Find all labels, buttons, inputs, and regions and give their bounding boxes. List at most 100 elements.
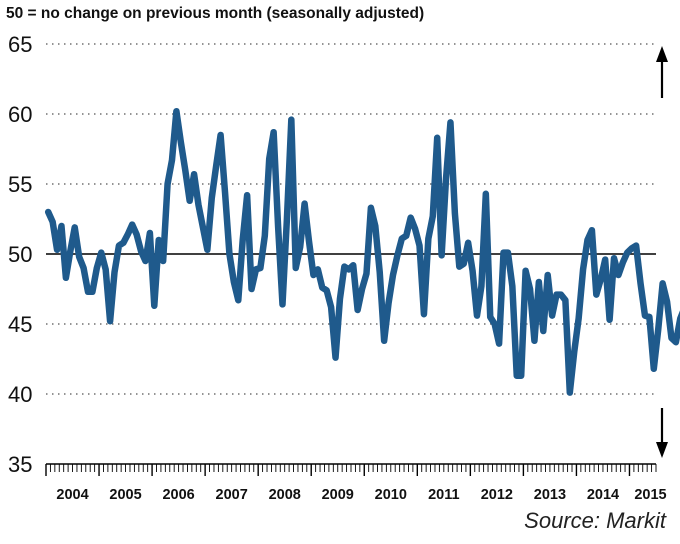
data-point [356, 309, 359, 312]
x-tick-label: 2006 [162, 487, 194, 503]
data-point [170, 159, 173, 162]
y-tick-label: 65 [8, 32, 32, 57]
y-tick-label: 35 [8, 452, 32, 477]
x-tick-label: 2005 [109, 487, 141, 503]
chart-title: 50 = no change on previous month (season… [6, 5, 425, 22]
data-point [471, 269, 474, 272]
data-point [73, 226, 76, 229]
data-point [431, 215, 434, 218]
data-point [299, 246, 302, 249]
data-point [630, 247, 633, 250]
data-point [480, 285, 483, 288]
data-point [206, 248, 209, 251]
data-point [334, 356, 337, 359]
data-point [254, 268, 257, 271]
data-point [237, 299, 240, 302]
data-point [100, 251, 103, 254]
series-line [44, 107, 680, 396]
data-point [599, 278, 602, 281]
data-point [414, 227, 417, 230]
data-point [259, 267, 262, 270]
data-point [365, 272, 368, 275]
data-point [197, 204, 200, 207]
down-arrow-icon [656, 408, 668, 458]
data-point [374, 225, 377, 228]
data-point [652, 367, 655, 370]
data-point [78, 255, 81, 258]
data-point [60, 225, 63, 228]
data-point [140, 250, 143, 253]
data-point [308, 240, 311, 243]
data-point [250, 288, 253, 291]
data-point [338, 297, 341, 300]
data-point [400, 237, 403, 240]
y-tick-label: 40 [8, 382, 32, 407]
data-point [179, 141, 182, 144]
data-point [343, 265, 346, 268]
x-tick-label: 2012 [481, 487, 513, 503]
data-point [511, 285, 514, 288]
data-point [626, 251, 629, 254]
y-tick-label: 50 [8, 242, 32, 267]
data-point [378, 271, 381, 274]
up-arrow-icon [656, 46, 668, 98]
data-point [162, 260, 165, 263]
data-point [604, 258, 607, 261]
data-point [418, 244, 421, 247]
data-point [533, 339, 536, 342]
data-point [268, 157, 271, 160]
data-point [361, 288, 364, 291]
x-tick-label: 2011 [428, 487, 459, 503]
y-tick-label: 45 [8, 312, 32, 337]
x-tick-label: 2015 [634, 487, 666, 503]
data-point [666, 300, 669, 303]
y-axis-tick-labels: 35 40 45 50 55 60 65 [8, 32, 32, 477]
data-point [568, 391, 571, 394]
data-point [387, 302, 390, 305]
data-point [281, 303, 284, 306]
data-point [91, 290, 94, 293]
data-point [405, 234, 408, 237]
data-point [312, 274, 315, 277]
data-point [661, 282, 664, 285]
x-tick-label: 2009 [322, 487, 354, 503]
data-point [241, 239, 244, 242]
data-point [515, 374, 518, 377]
data-point [47, 211, 50, 214]
data-point [409, 216, 412, 219]
x-tick-label: 2014 [587, 487, 619, 503]
data-point [674, 341, 677, 344]
data-point [104, 268, 107, 271]
data-point [188, 199, 191, 202]
data-point [542, 330, 545, 333]
data-point [590, 229, 593, 232]
data-point [277, 225, 280, 228]
data-point [82, 267, 85, 270]
x-axis-year-labels: 2004 2005 2006 2007 2008 2009 2010 2011 2012 2013… [56, 487, 666, 503]
data-point [219, 134, 222, 137]
data-point [643, 314, 646, 317]
data-point [498, 342, 501, 345]
data-point [224, 191, 227, 194]
data-point [201, 226, 204, 229]
x-axis [45, 463, 657, 476]
data-point [86, 290, 89, 293]
data-point [109, 320, 112, 323]
data-point [316, 268, 319, 271]
data-point [475, 314, 478, 317]
data-point [294, 267, 297, 270]
data-point [648, 316, 651, 319]
data-point [445, 177, 448, 180]
data-point [670, 337, 673, 340]
data-point [246, 194, 249, 197]
data-point [520, 374, 523, 377]
data-point [347, 268, 350, 271]
data-point [621, 261, 624, 264]
x-tick-label: 2013 [534, 487, 566, 503]
data-point [126, 233, 129, 236]
data-point [391, 274, 394, 277]
data-point [330, 306, 333, 309]
data-point [573, 351, 576, 354]
data-point [453, 212, 456, 215]
